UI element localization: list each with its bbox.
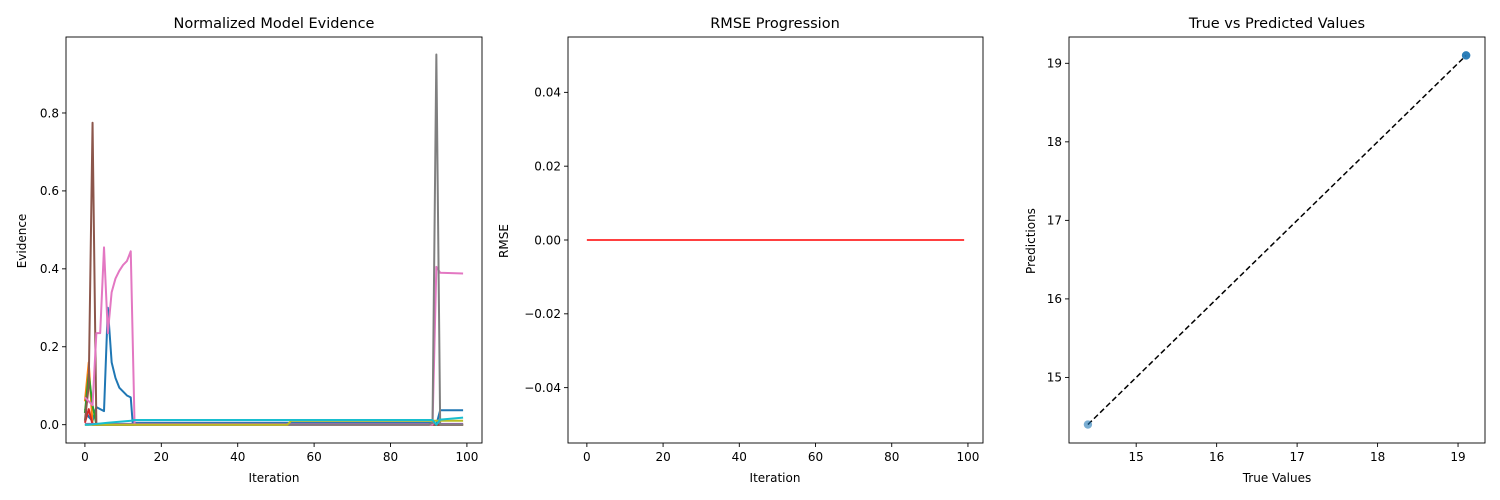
rmse-chart: RMSE Progression Iteration RMSE 0 20 40 60 8… [497, 16, 984, 485]
true-vs-predicted-chart: True vs Predicted Values True Values Pre… [1024, 16, 1486, 485]
evidence-xtick-label-3: 60 [306, 450, 321, 464]
rmse-chart-title: RMSE Progression [710, 16, 840, 32]
tvp-xtick-label-0: 15 [1129, 450, 1144, 464]
rmse-xtick-label-2: 40 [732, 450, 747, 464]
evidence-series-group [83, 53, 464, 426]
evidence-xtick-label-4: 80 [383, 450, 398, 464]
evidence-ytick-label-0: 0.0 [40, 418, 59, 432]
tvp-axes-frame [1068, 36, 1486, 444]
tvp-xtick-label-1: 16 [1209, 450, 1224, 464]
tvp-ytick-label-3: 18 [1047, 135, 1062, 149]
tvp-point-3 [1461, 51, 1471, 60]
rmse-xtick-label-1: 20 [655, 450, 670, 464]
rmse-ytick-label-3: 0.02 [534, 159, 561, 173]
rmse-xtick-label-5: 100 [956, 450, 979, 464]
tvp-xtick-label-2: 17 [1289, 450, 1304, 464]
rmse-ytick-label-2: 0.00 [534, 233, 561, 247]
evidence-plot-area: 0 20 40 60 80 100 0.0 0.2 0.4 0.6 0.8 [40, 36, 483, 464]
evidence-xtick-label-0: 0 [81, 450, 89, 464]
rmse-xtick-label-4: 80 [884, 450, 899, 464]
tvp-point-0 [1083, 420, 1093, 429]
rmse-chart-ylabel: RMSE [497, 224, 511, 258]
rmse-chart-xlabel: Iteration [750, 471, 801, 485]
true-vs-predicted-chart-ylabel: Predictions [1024, 208, 1038, 274]
evidence-axes-frame [65, 36, 483, 444]
rmse-ytick-label-1: −0.02 [524, 307, 561, 321]
rmse-ytick-label-0: −0.04 [524, 381, 561, 395]
true-vs-predicted-plot-area: 15 16 17 18 19 15 16 17 18 19 [1047, 36, 1486, 464]
true-vs-predicted-chart-title: True vs Predicted Values [1188, 16, 1365, 32]
rmse-xtick-label-0: 0 [583, 450, 591, 464]
evidence-ytick-label-4: 0.8 [40, 106, 59, 120]
tvp-xtick-label-4: 19 [1450, 450, 1465, 464]
rmse-plot-area: 0 20 40 60 80 100 −0.04 −0.02 0.00 0.02 0.04 [524, 36, 984, 464]
tvp-series-group [1083, 51, 1471, 429]
evidence-series-line-7 [84, 53, 464, 426]
tvp-ytick-label-1: 16 [1047, 292, 1062, 306]
evidence-series-line-0 [84, 306, 464, 426]
evidence-chart-title: Normalized Model Evidence [174, 16, 375, 32]
tvp-reference-line [1087, 54, 1467, 426]
rmse-ytick-label-4: 0.04 [534, 86, 561, 100]
evidence-chart-xlabel: Iteration [249, 471, 300, 485]
evidence-xtick-label-1: 20 [154, 450, 169, 464]
evidence-series-line-9 [84, 416, 464, 426]
evidence-xtick-label-2: 40 [230, 450, 245, 464]
tvp-xtick-label-3: 18 [1370, 450, 1385, 464]
evidence-ytick-label-3: 0.6 [40, 184, 59, 198]
true-vs-predicted-chart-xlabel: True Values [1242, 471, 1312, 485]
tvp-ytick-label-2: 17 [1047, 214, 1062, 228]
tvp-ytick-label-0: 15 [1047, 371, 1062, 385]
evidence-series-line-6 [84, 246, 464, 426]
evidence-ytick-label-2: 0.4 [40, 262, 59, 276]
evidence-chart: Normalized Model Evidence Iteration Evid… [15, 16, 483, 485]
evidence-xtick-label-5: 100 [455, 450, 478, 464]
rmse-xtick-label-3: 60 [808, 450, 823, 464]
evidence-ytick-label-1: 0.2 [40, 340, 59, 354]
evidence-chart-ylabel: Evidence [15, 214, 29, 269]
tvp-ytick-label-4: 19 [1047, 57, 1062, 71]
